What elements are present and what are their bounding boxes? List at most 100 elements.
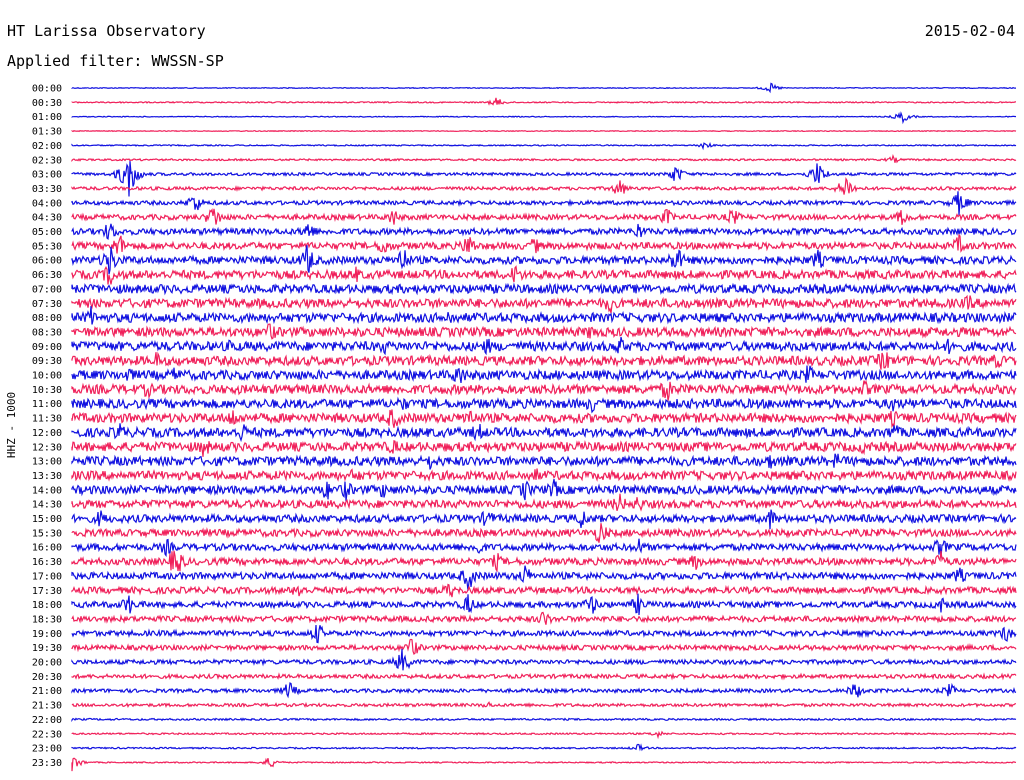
row-time-label: 18:00 [32, 600, 62, 611]
row-time-label: 23:00 [32, 744, 62, 755]
seismic-trace [71, 565, 1017, 591]
seismic-trace [71, 493, 1017, 512]
seismic-trace [71, 245, 1017, 275]
seismic-trace [71, 208, 1017, 225]
seismic-trace [71, 583, 1017, 598]
date-label: 2015-02-04 [924, 22, 1015, 40]
seismic-trace [71, 701, 1017, 709]
seismic-trace [71, 129, 1017, 133]
row-time-label: 09:30 [32, 356, 62, 367]
row-time-label: 09:00 [32, 342, 62, 353]
row-time-label: 20:00 [32, 658, 62, 669]
row-time-label: 21:30 [32, 701, 62, 712]
seismic-trace [71, 439, 1017, 457]
row-time-label: 15:00 [32, 514, 62, 525]
row-time-label: 06:00 [32, 256, 62, 267]
seismic-trace [71, 233, 1017, 254]
row-time-label: 21:00 [32, 686, 62, 697]
row-time-label: 13:30 [32, 471, 62, 482]
seismic-trace [71, 176, 1017, 195]
row-time-label: 02:30 [32, 155, 62, 166]
seismic-trace [71, 682, 1017, 699]
seismic-trace [71, 294, 1017, 314]
row-time-label: 07:00 [32, 284, 62, 295]
row-time-label: 12:30 [32, 442, 62, 453]
seismic-trace [71, 379, 1017, 401]
seismic-trace [71, 468, 1017, 482]
row-time-label: 18:30 [32, 614, 62, 625]
seismic-trace [71, 523, 1017, 543]
row-time-label: 17:30 [32, 586, 62, 597]
seismic-trace [71, 142, 1017, 151]
row-time-label: 23:30 [32, 758, 62, 769]
seismic-trace [71, 223, 1017, 241]
row-time-label: 16:00 [32, 543, 62, 554]
row-time-label: 20:30 [32, 672, 62, 683]
seismic-trace [71, 624, 1017, 644]
row-time-label: 08:00 [32, 313, 62, 324]
seismic-trace [71, 509, 1017, 530]
row-time-label: 22:30 [32, 729, 62, 740]
seismic-trace [71, 111, 1017, 125]
row-time-label: 15:30 [32, 528, 62, 539]
row-time-label: 19:00 [32, 629, 62, 640]
row-time-label: 07:30 [32, 299, 62, 310]
row-time-label: 01:30 [32, 127, 62, 138]
seismic-trace [71, 743, 1017, 752]
seismic-trace [71, 423, 1017, 443]
row-time-label: 16:30 [32, 557, 62, 568]
seismic-trace [71, 82, 1016, 94]
seismic-trace [71, 265, 1017, 285]
y-axis-label: HHZ - 1000 [5, 392, 18, 458]
seismic-trace [71, 538, 1017, 558]
row-time-label: 00:00 [32, 84, 62, 95]
row-time-label: 03:00 [32, 170, 62, 181]
seismic-trace [71, 730, 1017, 740]
row-time-label: 06:30 [32, 270, 62, 281]
row-time-label: 00:30 [32, 98, 62, 109]
seismic-trace [71, 648, 1017, 671]
row-time-label: 17:00 [32, 571, 62, 582]
row-time-label: 05:00 [32, 227, 62, 238]
filter-label: Applied filter: WWSSN-SP [7, 52, 224, 70]
row-time-label: 14:00 [32, 485, 62, 496]
seismic-trace [71, 161, 1017, 197]
row-time-label: 11:00 [32, 399, 62, 410]
seismic-trace [71, 593, 1017, 616]
row-time-label: 08:30 [32, 327, 62, 338]
row-time-label: 03:30 [32, 184, 62, 195]
row-time-label: 12:00 [32, 428, 62, 439]
seismic-trace [71, 550, 1017, 573]
seismic-trace [71, 672, 1017, 681]
row-time-label: 19:30 [32, 643, 62, 654]
seismic-trace [71, 336, 1017, 356]
row-time-label: 04:00 [32, 198, 62, 209]
seismic-trace [71, 97, 1016, 106]
row-time-label: 10:00 [32, 371, 62, 382]
seismic-trace [71, 396, 1017, 414]
seismic-trace [71, 351, 1017, 370]
seismic-trace [71, 638, 1017, 655]
row-time-label: 13:00 [32, 457, 62, 468]
seismic-trace [71, 191, 1017, 216]
seismic-trace [71, 282, 1017, 296]
seismic-trace [71, 453, 1017, 470]
seismic-trace [71, 757, 1017, 772]
seismic-trace [71, 365, 1017, 383]
seismic-trace [71, 306, 1017, 325]
seismic-trace [71, 409, 1017, 429]
row-time-label: 22:00 [32, 715, 62, 726]
trace-rows: 00:00 00:30 01:00 01:30 02:00 02:30 03:00 03:30… [32, 82, 1017, 772]
seismic-trace [71, 611, 1017, 625]
seismic-trace [71, 717, 1017, 723]
seismic-trace [71, 153, 1017, 164]
page-title: HT Larissa Observatory [7, 22, 206, 40]
row-time-label: 10:30 [32, 385, 62, 396]
row-time-label: 01:00 [32, 112, 62, 123]
row-time-label: 14:30 [32, 500, 62, 511]
row-time-label: 05:30 [32, 241, 62, 252]
seismic-trace [71, 478, 1017, 501]
seismic-trace [71, 323, 1017, 340]
